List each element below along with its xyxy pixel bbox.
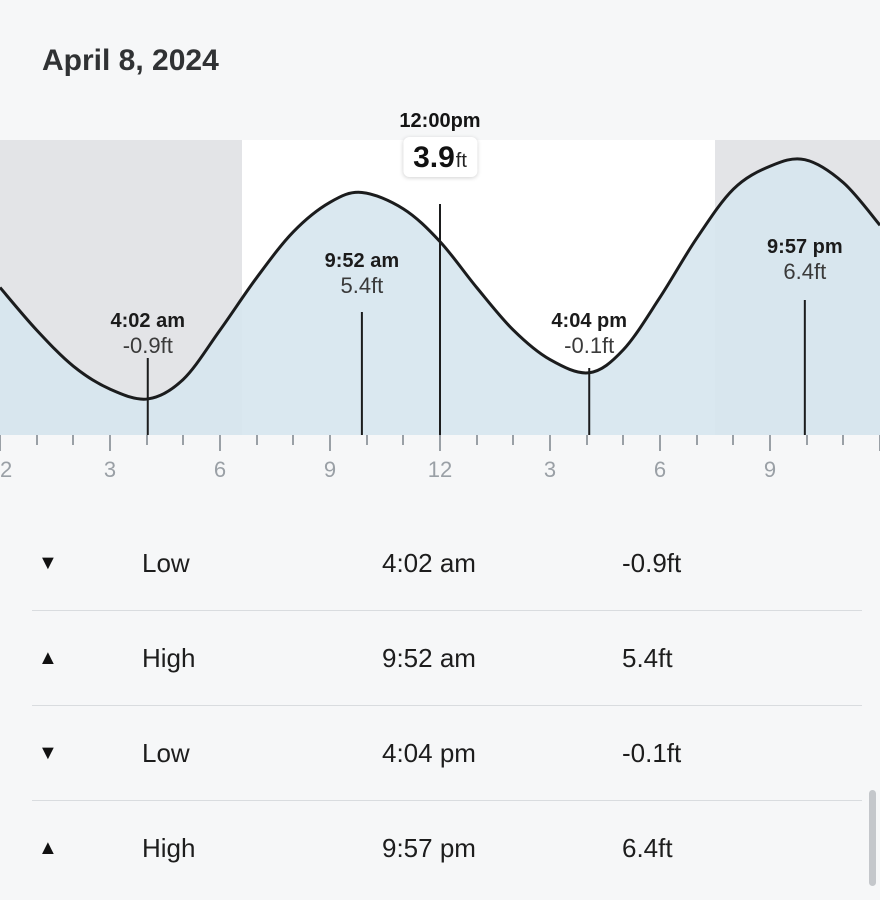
tide-height: -0.1ft xyxy=(622,738,862,769)
extremum-value: -0.1ft xyxy=(551,333,627,359)
current-value: 3.9 xyxy=(413,141,455,174)
axis-label: 9 xyxy=(324,457,336,483)
tide-chart-svg xyxy=(0,140,880,435)
current-time-callout: 12:00pm 3.9ft xyxy=(399,110,480,177)
current-value-box: 3.9ft xyxy=(403,137,477,177)
scrollbar-thumb[interactable] xyxy=(869,790,876,886)
tide-time: 4:04 pm xyxy=(382,738,622,769)
extremum-time: 4:04 pm xyxy=(551,310,627,333)
tide-height: -0.9ft xyxy=(622,548,862,579)
up-arrow-icon: ▲ xyxy=(32,647,142,670)
axis-label: 3 xyxy=(544,457,556,483)
axis-label: 3 xyxy=(104,457,116,483)
down-arrow-icon: ▼ xyxy=(32,742,142,765)
extremum-value: 6.4ft xyxy=(767,259,843,285)
tide-type: Low xyxy=(142,548,382,579)
extremum-value: -0.9ft xyxy=(111,333,186,359)
table-row: ▲ High 9:57 pm 6.4ft xyxy=(32,801,862,895)
extremum-label: 4:02 am -0.9ft xyxy=(111,310,186,359)
up-arrow-icon: ▲ xyxy=(32,837,142,860)
down-arrow-icon: ▼ xyxy=(32,552,142,575)
tide-height: 5.4ft xyxy=(622,643,862,674)
axis-label: 12 xyxy=(0,457,12,483)
extremum-time: 4:02 am xyxy=(111,310,186,333)
tide-type: High xyxy=(142,833,382,864)
extremum-label: 9:57 pm 6.4ft xyxy=(767,236,843,285)
current-unit: ft xyxy=(456,150,467,172)
tide-time: 9:57 pm xyxy=(382,833,622,864)
tide-type: High xyxy=(142,643,382,674)
page-title: April 8, 2024 xyxy=(42,44,219,78)
extremum-time: 9:57 pm xyxy=(767,236,843,259)
tide-height: 6.4ft xyxy=(622,833,862,864)
axis-label: 9 xyxy=(764,457,776,483)
tide-time: 4:02 am xyxy=(382,548,622,579)
extremum-value: 5.4ft xyxy=(325,273,400,299)
extremum-label: 9:52 am 5.4ft xyxy=(325,250,400,299)
tide-time: 9:52 am xyxy=(382,643,622,674)
table-row: ▼ Low 4:02 am -0.9ft xyxy=(32,516,862,611)
table-row: ▲ High 9:52 am 5.4ft xyxy=(32,611,862,706)
extremum-label: 4:04 pm -0.1ft xyxy=(551,310,627,359)
axis-label: 6 xyxy=(214,457,226,483)
tide-chart: 12:00pm 3.9ft 4:02 am -0.9ft 9:52 am 5.4… xyxy=(0,140,880,435)
axis-label: 6 xyxy=(654,457,666,483)
axis-label: 12 xyxy=(428,457,452,483)
tide-type: Low xyxy=(142,738,382,769)
table-row: ▼ Low 4:04 pm -0.1ft xyxy=(32,706,862,801)
extremum-time: 9:52 am xyxy=(325,250,400,273)
time-axis: 12 3 6 9 12 3 6 9 xyxy=(0,435,880,495)
current-time-label: 12:00pm xyxy=(399,110,480,133)
tide-table: ▼ Low 4:02 am -0.9ft ▲ High 9:52 am 5.4f… xyxy=(32,516,862,895)
